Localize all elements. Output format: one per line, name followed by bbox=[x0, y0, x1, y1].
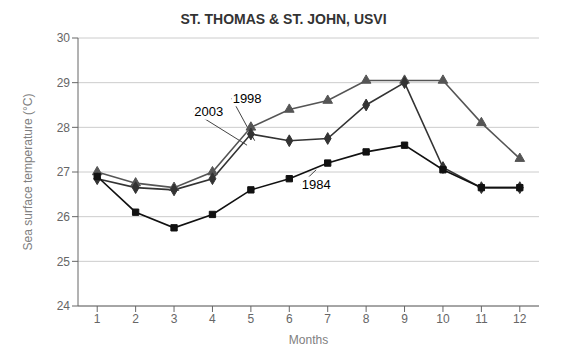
svg-text:2003: 2003 bbox=[194, 104, 223, 119]
svg-text:4: 4 bbox=[209, 312, 216, 326]
svg-text:30: 30 bbox=[57, 31, 71, 45]
svg-text:10: 10 bbox=[436, 312, 450, 326]
svg-text:Months: Months bbox=[289, 333, 328, 347]
svg-text:25: 25 bbox=[57, 255, 71, 269]
svg-text:11: 11 bbox=[475, 312, 488, 326]
svg-text:1984: 1984 bbox=[302, 177, 331, 192]
svg-text:26: 26 bbox=[57, 210, 71, 224]
svg-text:27: 27 bbox=[57, 165, 71, 179]
svg-text:1998: 1998 bbox=[233, 91, 262, 106]
svg-text:2: 2 bbox=[132, 312, 139, 326]
svg-text:6: 6 bbox=[286, 312, 293, 326]
svg-text:1: 1 bbox=[94, 312, 101, 326]
html-text:ST. THOMAS & ST. JOHN, USVI: ST. THOMAS & ST. JOHN, USVI bbox=[180, 11, 387, 27]
svg-text:7: 7 bbox=[324, 312, 331, 326]
svg-text:24: 24 bbox=[57, 299, 71, 313]
svg-text:9: 9 bbox=[401, 312, 408, 326]
svg-text:3: 3 bbox=[171, 312, 178, 326]
svg-text:29: 29 bbox=[57, 76, 71, 90]
svg-text:8: 8 bbox=[363, 312, 370, 326]
svg-text:12: 12 bbox=[513, 312, 527, 326]
svg-text:Sea surface temperature (°C): Sea surface temperature (°C) bbox=[21, 94, 35, 251]
svg-text:5: 5 bbox=[248, 312, 255, 326]
svg-text:28: 28 bbox=[57, 121, 71, 135]
